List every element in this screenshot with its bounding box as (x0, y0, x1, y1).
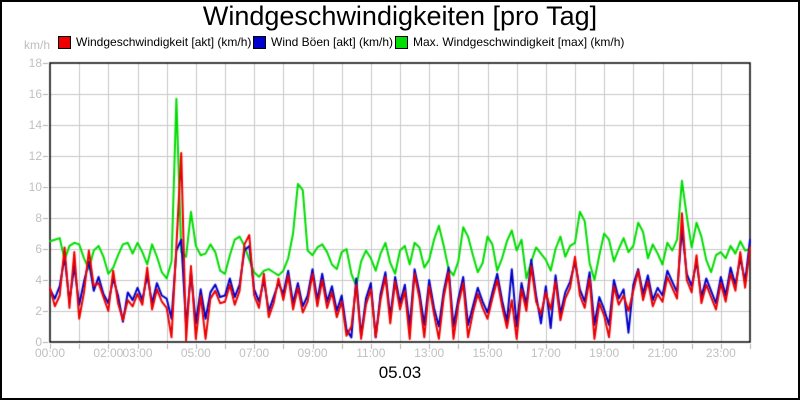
x-tick-label: 17:00 (530, 346, 561, 360)
x-tick-label: 11:00 (356, 346, 386, 360)
y-tick-label: 10 (28, 180, 42, 194)
y-axis-unit-label: km/h (24, 38, 51, 52)
legend-swatch-red-icon (58, 35, 71, 49)
y-tick-label: 6 (35, 242, 42, 256)
y-tick-label: 12 (28, 149, 42, 163)
legend-label-wind-boeen: Wind Böen [akt] (km/h) (271, 35, 394, 49)
x-tick-label: 19:00 (589, 346, 620, 360)
x-tick-label: 15:00 (472, 346, 503, 360)
x-tick-label: 02:00 (93, 346, 124, 360)
x-tick-label: 07:00 (239, 346, 270, 360)
y-tick-label: 16 (28, 87, 42, 101)
legend-swatch-blue-icon (253, 35, 266, 49)
legend-label-windgeschwindigkeit: Windgeschwindigkeit [akt] (km/h) (76, 35, 252, 49)
y-tick-label: 14 (28, 118, 42, 132)
chart-title: Windgeschwindigkeiten [pro Tag] (202, 1, 598, 31)
legend-item-wind-boeen: Wind Böen [akt] (km/h) (253, 35, 393, 49)
x-tick-label: 13:00 (414, 346, 445, 360)
x-tick-label: 09:00 (297, 346, 328, 360)
x-tick-label: 23:00 (705, 346, 736, 360)
x-tick-label: 21:00 (647, 346, 678, 360)
x-axis-date-label: 05.03 (378, 363, 422, 382)
x-tick-label: 05:00 (180, 346, 211, 360)
legend-item-windgeschwindigkeit: Windgeschwindigkeit [akt] (km/h) (58, 35, 251, 49)
y-tick-label: 8 (35, 211, 42, 225)
y-tick-label: 0 (35, 335, 42, 349)
legend-label-max-windgeschwindigkeit: Max. Windgeschwindigkeit [max] (km/h) (413, 35, 625, 49)
y-tick-label: 2 (35, 304, 42, 318)
x-tick-label: 00:00 (34, 346, 66, 360)
y-tick-label: 18 (28, 56, 42, 70)
legend-item-max-windgeschwindigkeit: Max. Windgeschwindigkeit [max] (km/h) (395, 35, 624, 49)
x-tick-label: 03:00 (122, 346, 153, 360)
y-tick-label: 4 (35, 273, 42, 287)
legend-swatch-green-icon (395, 35, 408, 49)
